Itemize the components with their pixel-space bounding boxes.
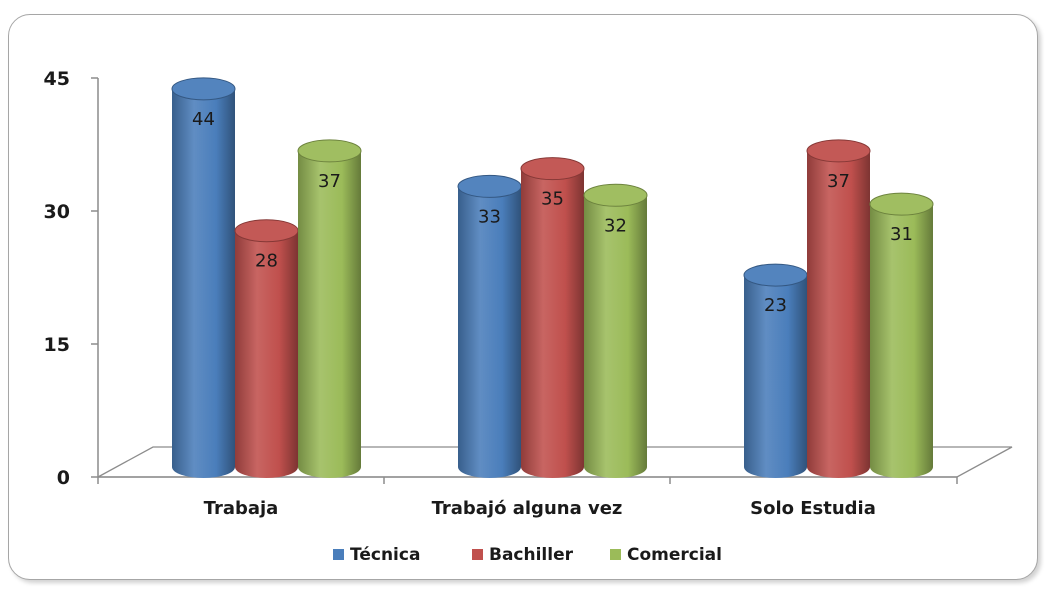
bar-cap xyxy=(743,263,808,287)
bar-cap xyxy=(583,183,648,207)
legend-label: Comercial xyxy=(627,545,722,565)
legend-label: Bachiller xyxy=(489,545,574,565)
bar xyxy=(234,219,299,478)
bar-body xyxy=(744,275,807,479)
bar xyxy=(583,183,648,479)
axes: 0 15 30 45 Trabaja Trabajó alguna vez Solo Est… xyxy=(44,68,958,519)
bar-cap xyxy=(869,192,934,216)
legend: Técnica Bachiller Comercial xyxy=(333,545,722,565)
data-label: 33 xyxy=(478,206,501,227)
bar xyxy=(520,157,585,479)
legend-swatch xyxy=(610,549,621,560)
bar-body xyxy=(807,150,870,479)
bars: 44 28 37 33 35 32 23 37 31 xyxy=(171,77,934,479)
bar-body xyxy=(521,168,584,479)
data-label: 35 xyxy=(541,189,564,210)
bar-body xyxy=(172,88,235,479)
x-category-label: Solo Estudia xyxy=(750,498,876,519)
data-label: 32 xyxy=(604,215,627,236)
bar-cap xyxy=(806,139,871,163)
bar xyxy=(869,192,934,479)
bar-cap xyxy=(457,174,522,198)
bar xyxy=(806,139,871,479)
data-label: 37 xyxy=(318,171,341,192)
data-label: 23 xyxy=(764,295,787,316)
bar xyxy=(457,174,522,479)
legend-label: Técnica xyxy=(350,545,420,565)
legend-swatch xyxy=(333,549,344,560)
x-category-label: Trabajó alguna vez xyxy=(432,498,623,519)
y-tick-label: 15 xyxy=(44,334,70,356)
bar-cap xyxy=(297,139,362,163)
y-tick-label: 30 xyxy=(44,201,70,223)
bar-body xyxy=(235,230,298,478)
data-label: 28 xyxy=(255,251,278,272)
bar xyxy=(171,77,236,479)
data-label: 37 xyxy=(827,171,850,192)
y-tick-label: 0 xyxy=(57,467,70,489)
bar-body xyxy=(298,150,361,479)
bar-cap xyxy=(520,157,585,181)
bar-body xyxy=(584,195,647,479)
bar xyxy=(297,139,362,479)
bar-cap xyxy=(234,219,299,243)
data-label: 44 xyxy=(192,109,215,130)
y-tick-label: 45 xyxy=(44,68,70,90)
bar-cap xyxy=(171,77,236,101)
legend-swatch xyxy=(472,549,483,560)
bar xyxy=(743,263,808,479)
x-category-label: Trabaja xyxy=(204,498,279,519)
data-label: 31 xyxy=(890,224,913,245)
bar-body xyxy=(870,204,933,479)
bar-body xyxy=(458,186,521,479)
